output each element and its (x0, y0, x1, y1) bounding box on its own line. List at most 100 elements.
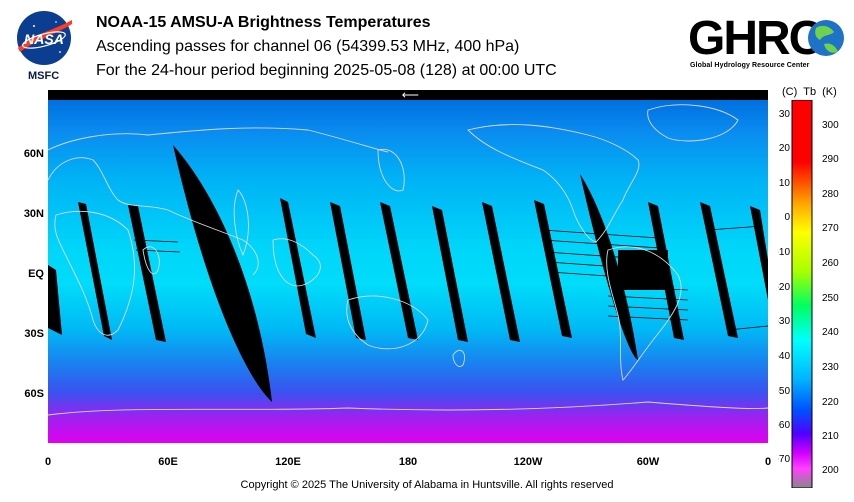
x-label-180: 180 (398, 456, 418, 468)
colorbar-c-tick: -60 (778, 420, 790, 431)
colorbar-c-tick: -50 (778, 386, 790, 397)
title-block: NOAA-15 AMSU-A Brightness Temperatures A… (96, 11, 557, 83)
copyright-notice: Copyright © 2025 The University of Alaba… (240, 479, 614, 491)
scan-line (133, 239, 179, 243)
colorbar: 30 20 10 0 -10 -20 -30 -40 -50 -60 -70 3… (778, 100, 839, 488)
x-label-0-right: 0 (764, 456, 772, 468)
scan-line (607, 285, 689, 291)
y-label-60n: 60N (23, 148, 44, 160)
colorbar-k-tick: 240 (822, 327, 839, 338)
y-label-30n: 30N (23, 208, 44, 220)
ghrc-tagline: Global Hydrology Resource Center (690, 62, 810, 69)
scan-line (607, 295, 689, 301)
colorbar-k-tick: 230 (822, 362, 839, 373)
coastline-eurasia-south (48, 157, 259, 276)
colorbar-k-tick: 200 (822, 465, 839, 476)
coastline-madagascar (142, 246, 160, 275)
swath-gap-wide (580, 174, 638, 360)
swath-gap (482, 202, 520, 342)
x-label-0: 0 (44, 456, 52, 468)
page-title: NOAA-15 AMSU-A Brightness Temperatures (96, 14, 431, 31)
swath-gap-wide (173, 145, 272, 402)
scan-line (727, 325, 768, 331)
nasa-logo-wordmark: NASA (24, 31, 64, 47)
ghrc-globe-land (815, 25, 834, 40)
page-subtitle-channel: Ascending passes for channel 06 (54399.5… (96, 38, 520, 55)
scan-line-artifacts (133, 225, 768, 331)
nasa-logo-label: MSFC (28, 70, 60, 82)
y-label-eq: EQ (28, 268, 44, 280)
scan-line (607, 315, 689, 321)
colorbar-c-tick: -20 (778, 282, 790, 293)
coastline-new-zealand (452, 349, 465, 367)
coastline-south-america (606, 246, 682, 381)
x-label-120e: 120E (275, 456, 301, 468)
nasa-logo-star (59, 51, 61, 53)
colorbar-k-tick: 250 (822, 293, 839, 304)
scan-line (549, 271, 665, 281)
colorbar-c-tick: 10 (779, 178, 791, 189)
colorbar-k-tick: 290 (822, 154, 839, 165)
swath-gap (700, 202, 738, 338)
colorbar-k-tick: 270 (822, 223, 839, 234)
ghrc-wordmark: GHRC (688, 12, 823, 65)
x-label-60w: 60W (636, 456, 660, 468)
coastlines (48, 104, 768, 416)
colorbar-k-tick: 280 (822, 189, 839, 200)
colorbar-k-tick: 300 (822, 120, 839, 131)
swath-gap (78, 202, 112, 340)
scan-line (542, 229, 659, 239)
ghrc-logo: GHRC (688, 12, 844, 65)
colorbar-c-tick: -70 (778, 454, 790, 465)
map-top-band (48, 90, 768, 100)
swath-gap (432, 206, 468, 342)
swath-gap (534, 200, 572, 338)
colorbar-c-tick: 30 (779, 109, 791, 120)
x-label-120w: 120W (513, 456, 543, 468)
colorbar-celsius-header: (C) (782, 86, 798, 98)
colorbar-c-tick: -30 (778, 316, 790, 327)
colorbar-c-tick: -10 (778, 247, 790, 258)
coastline-greenland (647, 104, 739, 142)
scan-line (545, 251, 661, 261)
pass-direction-arrow: ⟵ (402, 90, 419, 102)
nasa-logo: NASA (17, 11, 72, 65)
colorbar-header: (C) Tb (K) (782, 86, 843, 98)
colorbar-c-tick: 0 (784, 212, 790, 223)
y-label-30s: 30S (24, 328, 44, 340)
swath-gap (280, 198, 316, 338)
colorbar-tb-header: Tb (803, 86, 817, 98)
coastline-australia (346, 295, 429, 350)
x-label-60e: 60E (158, 456, 178, 468)
page-subtitle-period: For the 24-hour period beginning 2025-05… (96, 62, 557, 79)
scan-line (707, 225, 764, 231)
brightness-map: ⟵ (48, 90, 768, 443)
nasa-logo-vector (18, 20, 72, 52)
ghrc-globe-land (824, 43, 838, 53)
y-label-60s: 60S (24, 388, 44, 400)
coastline-africa (54, 210, 135, 336)
swath-gap (128, 205, 166, 342)
nasa-logo-orbit (22, 31, 66, 49)
colorbar-k-tick: 220 (822, 397, 839, 408)
scan-line (547, 261, 663, 271)
scan-line (542, 239, 661, 249)
colorbar-scale (791, 100, 813, 488)
swath-gap (48, 265, 62, 335)
coastline-eurasia-north (48, 127, 389, 153)
colorbar-c-tick: -40 (778, 351, 790, 362)
coastline-india (233, 189, 249, 257)
nasa-logo-star (55, 21, 57, 23)
coastline-antarctica (48, 401, 768, 416)
coastline-japan (377, 148, 405, 192)
nasa-logo-star (33, 25, 35, 27)
colorbar-kelvin-header: (K) (822, 86, 837, 98)
coastline-north-america (467, 124, 640, 243)
colorbar-k-tick: 210 (822, 431, 839, 442)
coastline-maritime-asia (272, 238, 321, 287)
swath-gap (380, 202, 418, 340)
swath-gap (330, 202, 366, 340)
colorbar-c-tick: 20 (779, 143, 791, 154)
ghrc-globe-icon (808, 20, 844, 56)
swath-gap (750, 206, 768, 300)
